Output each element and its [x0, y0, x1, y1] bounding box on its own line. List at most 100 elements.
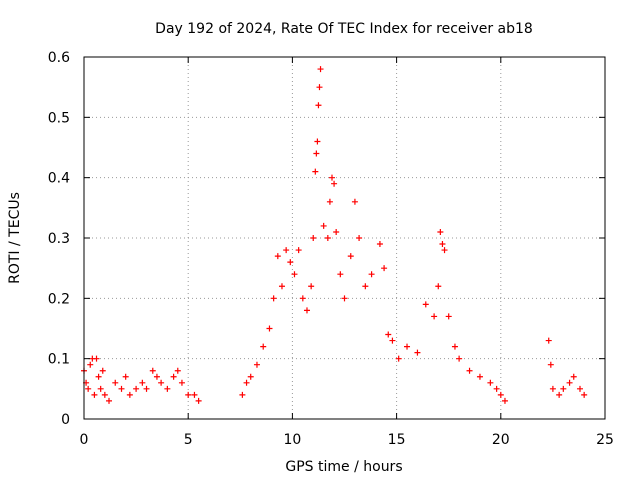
data-point — [253, 361, 260, 368]
data-point — [435, 283, 442, 290]
data-point — [556, 391, 563, 398]
x-tick-label: 0 — [80, 432, 89, 448]
data-point — [287, 259, 294, 266]
data-point — [91, 391, 98, 398]
x-tick-label: 15 — [388, 432, 406, 448]
data-point — [270, 295, 277, 302]
data-point — [362, 283, 369, 290]
data-point — [317, 66, 324, 73]
data-point — [566, 379, 573, 386]
data-point — [118, 385, 125, 392]
data-point — [316, 84, 323, 91]
y-tick-label: 0 — [61, 412, 70, 428]
data-point — [570, 373, 577, 380]
data-point — [324, 235, 331, 241]
data-point — [385, 331, 392, 338]
data-point — [303, 307, 310, 314]
data-point — [437, 228, 444, 235]
data-point — [295, 247, 302, 254]
y-ticks: 0 0.1 0.2 0.3 0.4 0.5 0.6 — [48, 50, 605, 428]
data-point — [99, 367, 106, 374]
data-point — [185, 391, 192, 398]
data-point — [451, 343, 458, 350]
data-point — [439, 241, 446, 248]
data-point — [178, 379, 185, 386]
data-point — [347, 253, 354, 260]
data-point — [341, 295, 348, 302]
data-point — [445, 313, 452, 320]
data-point — [312, 168, 319, 175]
data-point — [441, 247, 448, 254]
data-point — [328, 174, 335, 181]
chart-title: Day 192 of 2024, Rate Of TEC Index for r… — [155, 21, 533, 37]
data-point — [87, 361, 94, 368]
data-point — [313, 150, 320, 157]
data-point — [560, 385, 567, 392]
data-point — [239, 391, 246, 398]
data-point — [291, 271, 298, 278]
data-point — [476, 373, 483, 380]
x-tick-label: 5 — [184, 432, 193, 448]
data-point — [139, 379, 146, 386]
data-point — [376, 241, 383, 248]
y-axis-label: ROTI / TECUs — [7, 192, 23, 284]
data-point — [308, 283, 315, 290]
data-point — [497, 391, 504, 398]
x-axis-label: GPS time / hours — [285, 459, 402, 475]
y-tick-label: 0.5 — [48, 110, 70, 126]
data-point — [356, 235, 363, 241]
data-point — [95, 373, 102, 380]
data-point — [315, 102, 322, 109]
data-point — [101, 391, 108, 398]
data-point — [487, 379, 494, 386]
data-point — [395, 355, 402, 362]
data-point — [247, 373, 254, 380]
y-tick-label: 0.1 — [48, 352, 70, 368]
data-point — [153, 373, 160, 380]
data-point — [331, 180, 338, 187]
data-point — [389, 337, 396, 344]
y-tick-label: 0.6 — [48, 50, 70, 66]
data-point — [174, 367, 181, 374]
data-point — [547, 361, 554, 368]
data-point — [310, 235, 317, 241]
data-point — [126, 391, 133, 398]
data-point — [274, 253, 281, 260]
data-point — [191, 391, 198, 398]
data-point — [320, 222, 327, 229]
y-tick-label: 0.2 — [48, 291, 70, 307]
data-point — [466, 367, 473, 374]
data-point — [381, 265, 388, 272]
data-point — [278, 283, 285, 290]
data-point — [170, 373, 177, 380]
data-point — [266, 325, 273, 332]
data-point — [404, 343, 411, 350]
data-point — [581, 391, 588, 398]
data-point — [133, 385, 140, 392]
data-point — [85, 385, 92, 392]
data-point — [93, 355, 100, 362]
data-point — [545, 337, 552, 344]
data-point — [260, 343, 267, 350]
data-point — [195, 397, 202, 404]
data-point — [164, 385, 171, 392]
data-point — [122, 373, 129, 380]
data-point — [431, 313, 438, 320]
data-point — [351, 198, 358, 205]
data-points — [81, 66, 588, 404]
data-point — [283, 247, 290, 254]
x-tick-label: 10 — [283, 432, 301, 448]
data-point — [368, 271, 375, 278]
data-point — [414, 349, 421, 356]
x-tick-label: 25 — [596, 432, 614, 448]
y-tick-label: 0.4 — [48, 171, 70, 187]
data-point — [106, 397, 113, 404]
grid — [84, 57, 605, 419]
data-point — [97, 385, 104, 392]
data-point — [422, 301, 429, 308]
data-point — [337, 271, 344, 278]
data-point — [501, 397, 508, 404]
data-point — [493, 385, 500, 392]
data-point — [333, 228, 340, 235]
